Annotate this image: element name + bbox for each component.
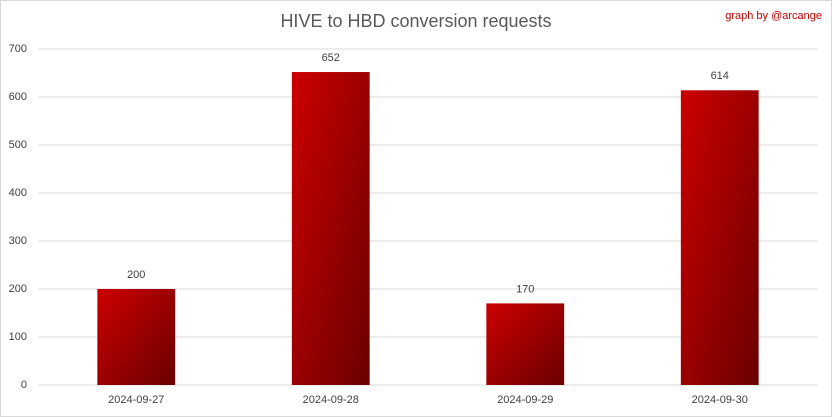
y-tick-label: 700 xyxy=(9,43,27,55)
y-tick-label: 0 xyxy=(21,379,27,391)
y-tick-label: 600 xyxy=(9,91,27,103)
y-tick-label: 400 xyxy=(9,187,27,199)
data-label: 614 xyxy=(711,70,729,82)
chart-title: HIVE to HBD conversion requests xyxy=(280,11,551,31)
x-tick-label: 2024-09-29 xyxy=(497,394,553,406)
y-tick-label: 200 xyxy=(9,283,27,295)
x-tick-label: 2024-09-27 xyxy=(108,394,164,406)
bar xyxy=(97,289,176,385)
annotation: graph by @arcange xyxy=(725,10,822,22)
data-label: 652 xyxy=(322,52,340,64)
x-tick-label: 2024-09-30 xyxy=(692,394,748,406)
data-label: 170 xyxy=(516,283,534,295)
y-tick-label: 300 xyxy=(9,235,27,247)
y-tick-label: 100 xyxy=(9,331,27,343)
bar xyxy=(486,303,565,385)
bar xyxy=(291,72,370,385)
bar xyxy=(680,90,759,385)
data-label: 200 xyxy=(127,269,145,281)
x-tick-label: 2024-09-28 xyxy=(303,394,359,406)
y-tick-label: 500 xyxy=(9,139,27,151)
